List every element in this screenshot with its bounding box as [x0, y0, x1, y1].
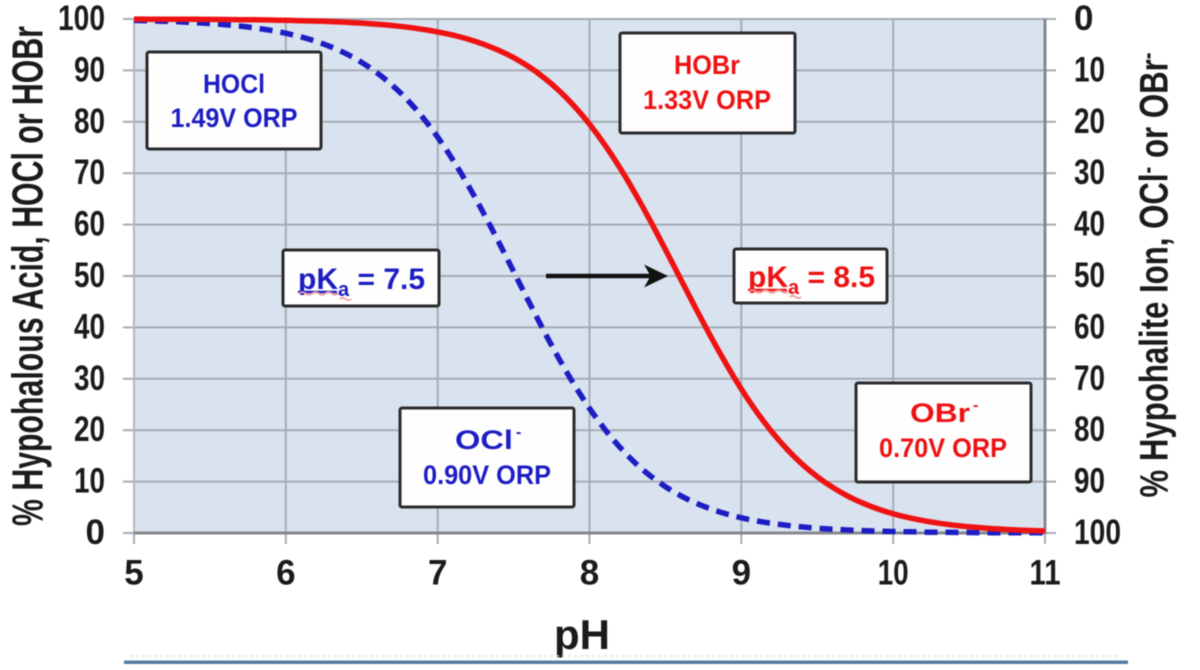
svg-text:0: 0 [86, 513, 105, 552]
svg-text:1.49V ORP: 1.49V ORP [171, 103, 298, 133]
svg-text:1.33V ORP: 1.33V ORP [643, 85, 771, 115]
svg-text:10: 10 [1074, 50, 1105, 89]
svg-text:90: 90 [1074, 462, 1105, 501]
svg-text:30: 30 [1074, 153, 1105, 192]
svg-text:20: 20 [74, 410, 105, 449]
svg-text:40: 40 [74, 307, 105, 346]
svg-text:6: 6 [276, 554, 295, 593]
svg-text:70: 70 [74, 153, 105, 192]
svg-text:100: 100 [1074, 513, 1121, 552]
svg-text:11: 11 [1030, 554, 1061, 593]
svg-text:60: 60 [1074, 307, 1105, 346]
svg-text:OCl: OCl [455, 425, 513, 455]
svg-text:7: 7 [428, 554, 447, 593]
svg-text:% Hypohalous Acid, HOCl or HOB: % Hypohalous Acid, HOCl or HOBr [4, 26, 53, 526]
svg-text:HOBr: HOBr [674, 50, 740, 80]
svg-text:70: 70 [1074, 359, 1105, 398]
svg-text:50: 50 [74, 256, 105, 295]
svg-text:90: 90 [74, 50, 105, 89]
svg-text:80: 80 [1074, 410, 1105, 449]
svg-text:0.70V ORP: 0.70V ORP [879, 433, 1007, 463]
svg-text:30: 30 [74, 359, 105, 398]
svg-text:9: 9 [732, 554, 751, 593]
svg-text:80: 80 [74, 102, 105, 141]
svg-text:40: 40 [1074, 205, 1105, 244]
svg-text:5: 5 [124, 554, 143, 593]
svg-text:-: - [973, 397, 978, 414]
svg-text:10: 10 [74, 462, 105, 501]
svg-text:50: 50 [1074, 256, 1105, 295]
svg-text:20: 20 [1074, 102, 1105, 141]
svg-text:0: 0 [1074, 0, 1093, 38]
svg-text:pH: pH [554, 611, 610, 658]
svg-text:pKa = 7.5: pKa = 7.5 [298, 263, 425, 301]
svg-text:HOCl: HOCl [203, 69, 265, 99]
svg-text:% Hypohalite Ion, OCl- or OBr-: % Hypohalite Ion, OCl- or OBr- [1132, 52, 1177, 497]
svg-text:pKa = 8.5: pKa = 8.5 [748, 261, 875, 299]
svg-text:0.90V ORP: 0.90V ORP [423, 460, 551, 490]
svg-text:10: 10 [878, 554, 909, 593]
svg-text:100: 100 [58, 0, 105, 38]
svg-text:OBr: OBr [910, 398, 971, 428]
svg-text:8: 8 [580, 554, 599, 593]
svg-text:60: 60 [74, 205, 105, 244]
svg-text:-: - [516, 424, 521, 441]
